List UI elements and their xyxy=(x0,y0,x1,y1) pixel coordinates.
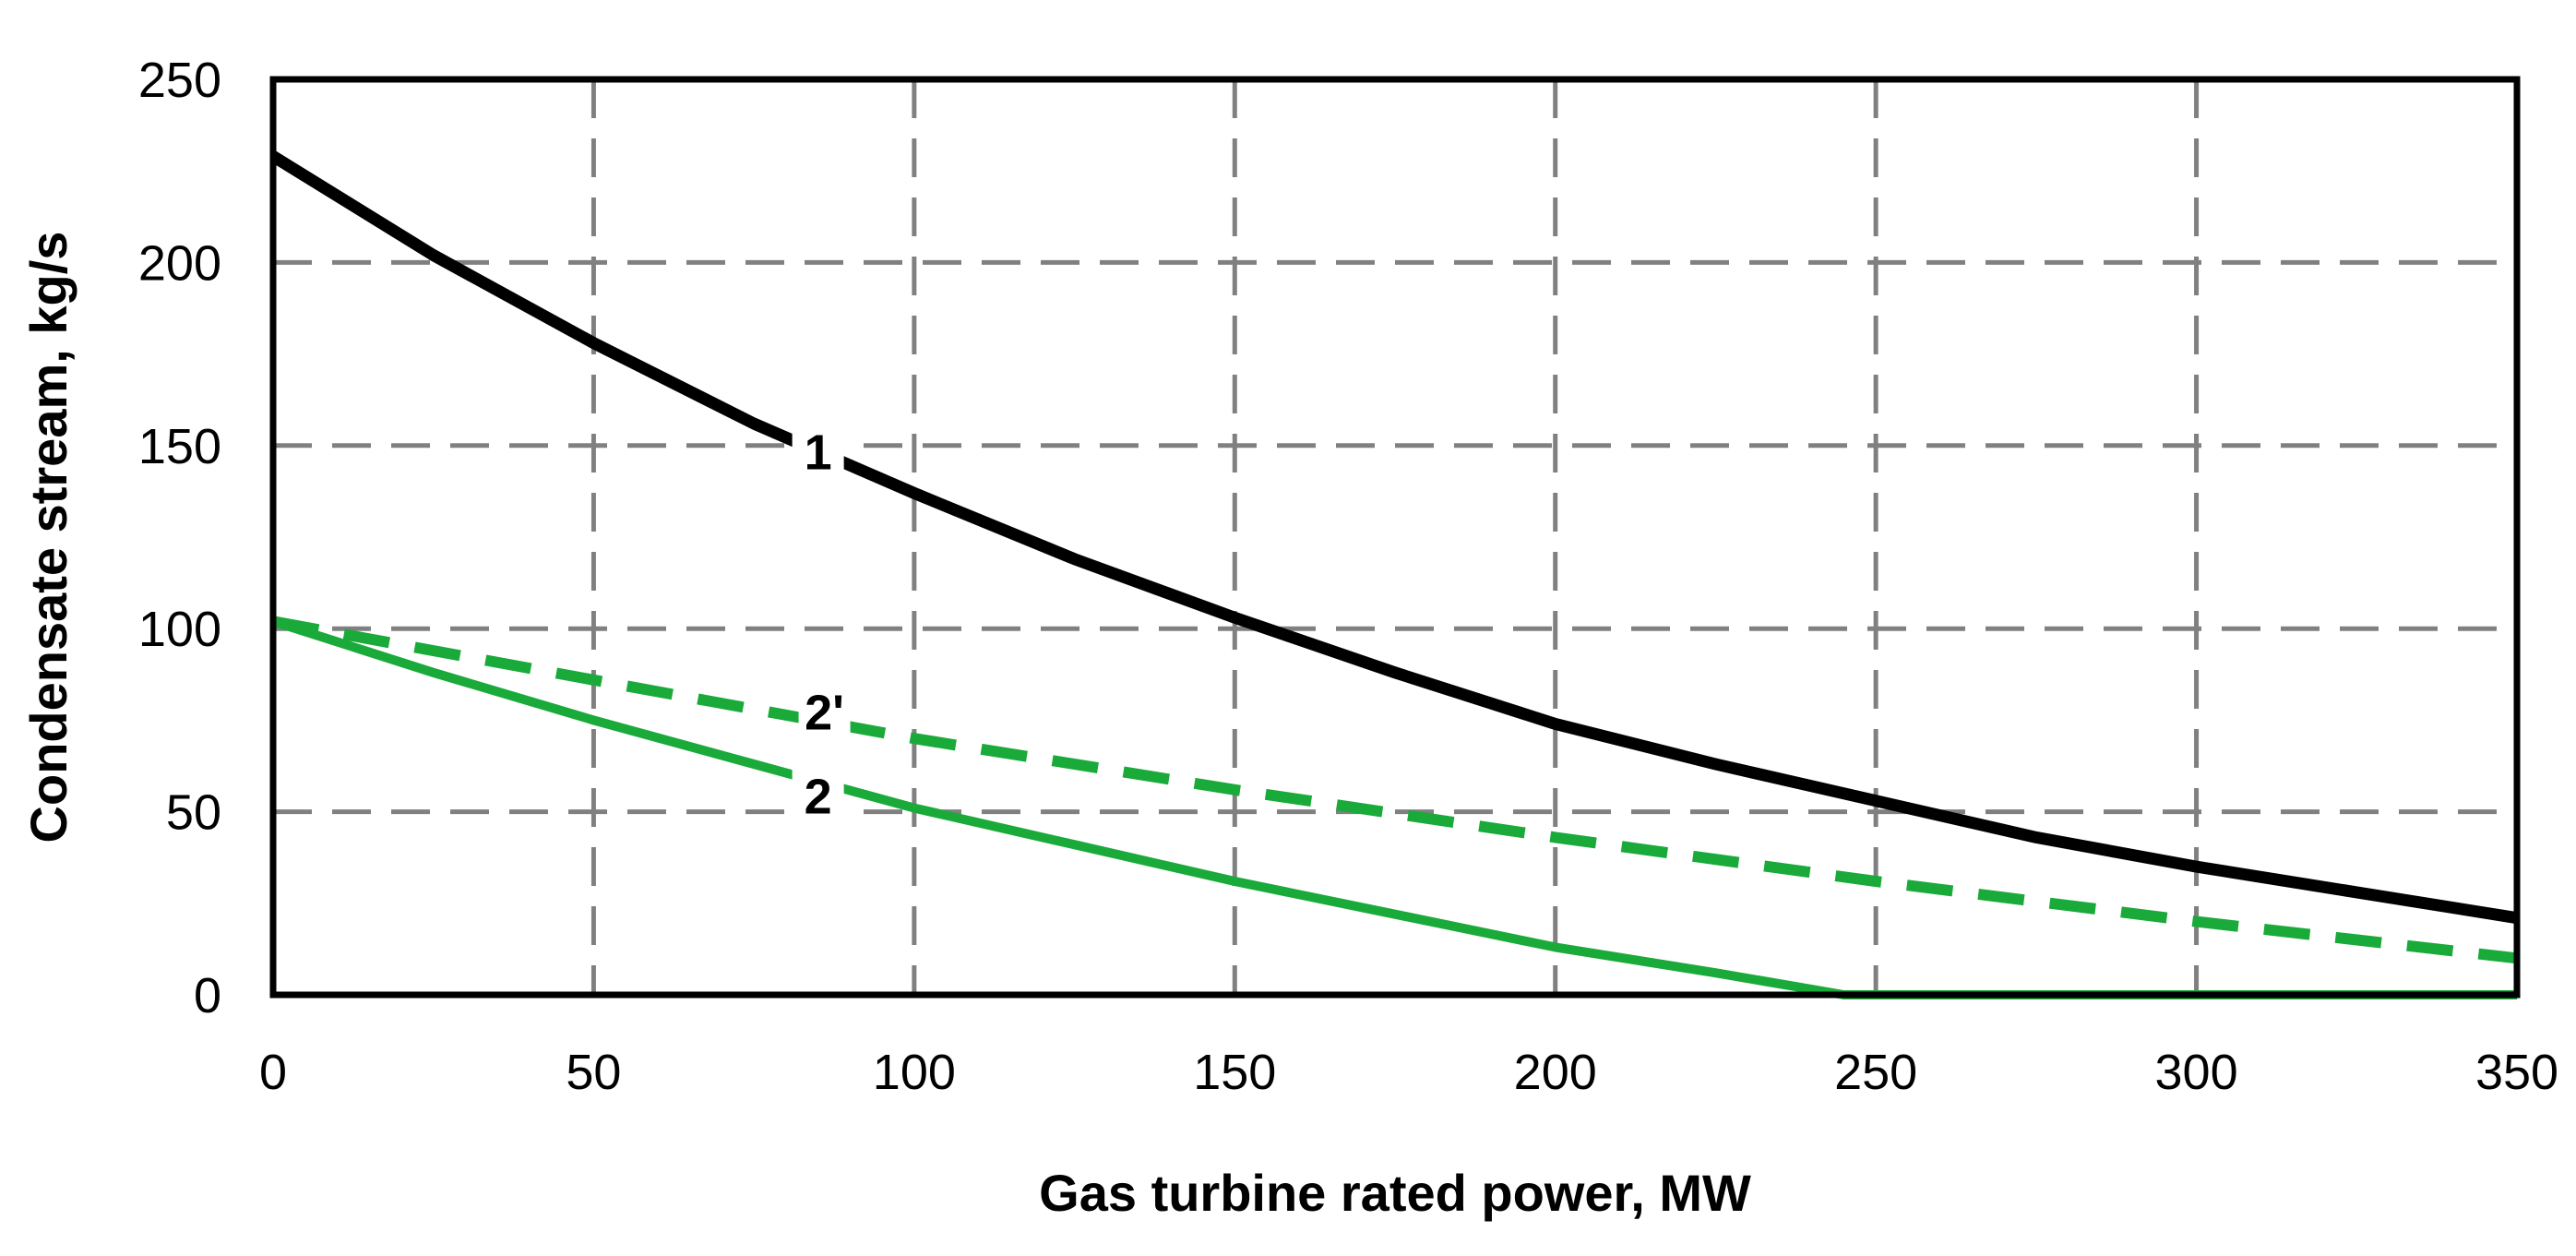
y-tick-label-0: 0 xyxy=(194,968,221,1023)
gridlines xyxy=(273,79,2517,995)
x-tick-label-0: 0 xyxy=(259,1045,287,1100)
x-tick-label-200: 200 xyxy=(1514,1045,1597,1100)
y-tick-label-150: 150 xyxy=(138,419,221,474)
series-group xyxy=(269,150,2519,999)
x-tick-label-350: 350 xyxy=(2475,1045,2558,1100)
series-line-2 xyxy=(271,616,2518,964)
y-axis-title: Condensate stream, kg/s xyxy=(19,232,78,843)
y-tick-label-250: 250 xyxy=(138,53,221,108)
y-tick-labels: 0 50 100 150 200 250 xyxy=(138,53,221,1023)
y-tick-label-200: 200 xyxy=(138,235,221,291)
series-label-1: 1 xyxy=(805,425,832,481)
series-label-bg-1 xyxy=(792,415,844,479)
plot-area-frame xyxy=(269,76,2521,999)
x-axis-title: Gas turbine rated power, MW xyxy=(1039,1164,1751,1222)
x-tick-labels: 0 50 100 150 200 250 300 350 xyxy=(259,1045,2558,1100)
series-line-3 xyxy=(271,616,2517,999)
series-line-1 xyxy=(269,150,2519,925)
x-tick-label-150: 150 xyxy=(1193,1045,1276,1100)
series-labels: 1 2' 2 xyxy=(792,415,851,825)
series-label-2: 2' xyxy=(805,685,844,740)
series-label-3: 2 xyxy=(805,770,832,825)
y-tick-label-50: 50 xyxy=(166,785,221,841)
x-tick-label-100: 100 xyxy=(873,1045,956,1100)
x-tick-label-50: 50 xyxy=(566,1045,621,1100)
series-label-bg-2 xyxy=(798,676,851,739)
y-tick-label-100: 100 xyxy=(138,602,221,657)
series-label-bg-3 xyxy=(792,760,844,823)
x-tick-label-250: 250 xyxy=(1834,1045,1917,1100)
x-tick-label-300: 300 xyxy=(2155,1045,2238,1100)
